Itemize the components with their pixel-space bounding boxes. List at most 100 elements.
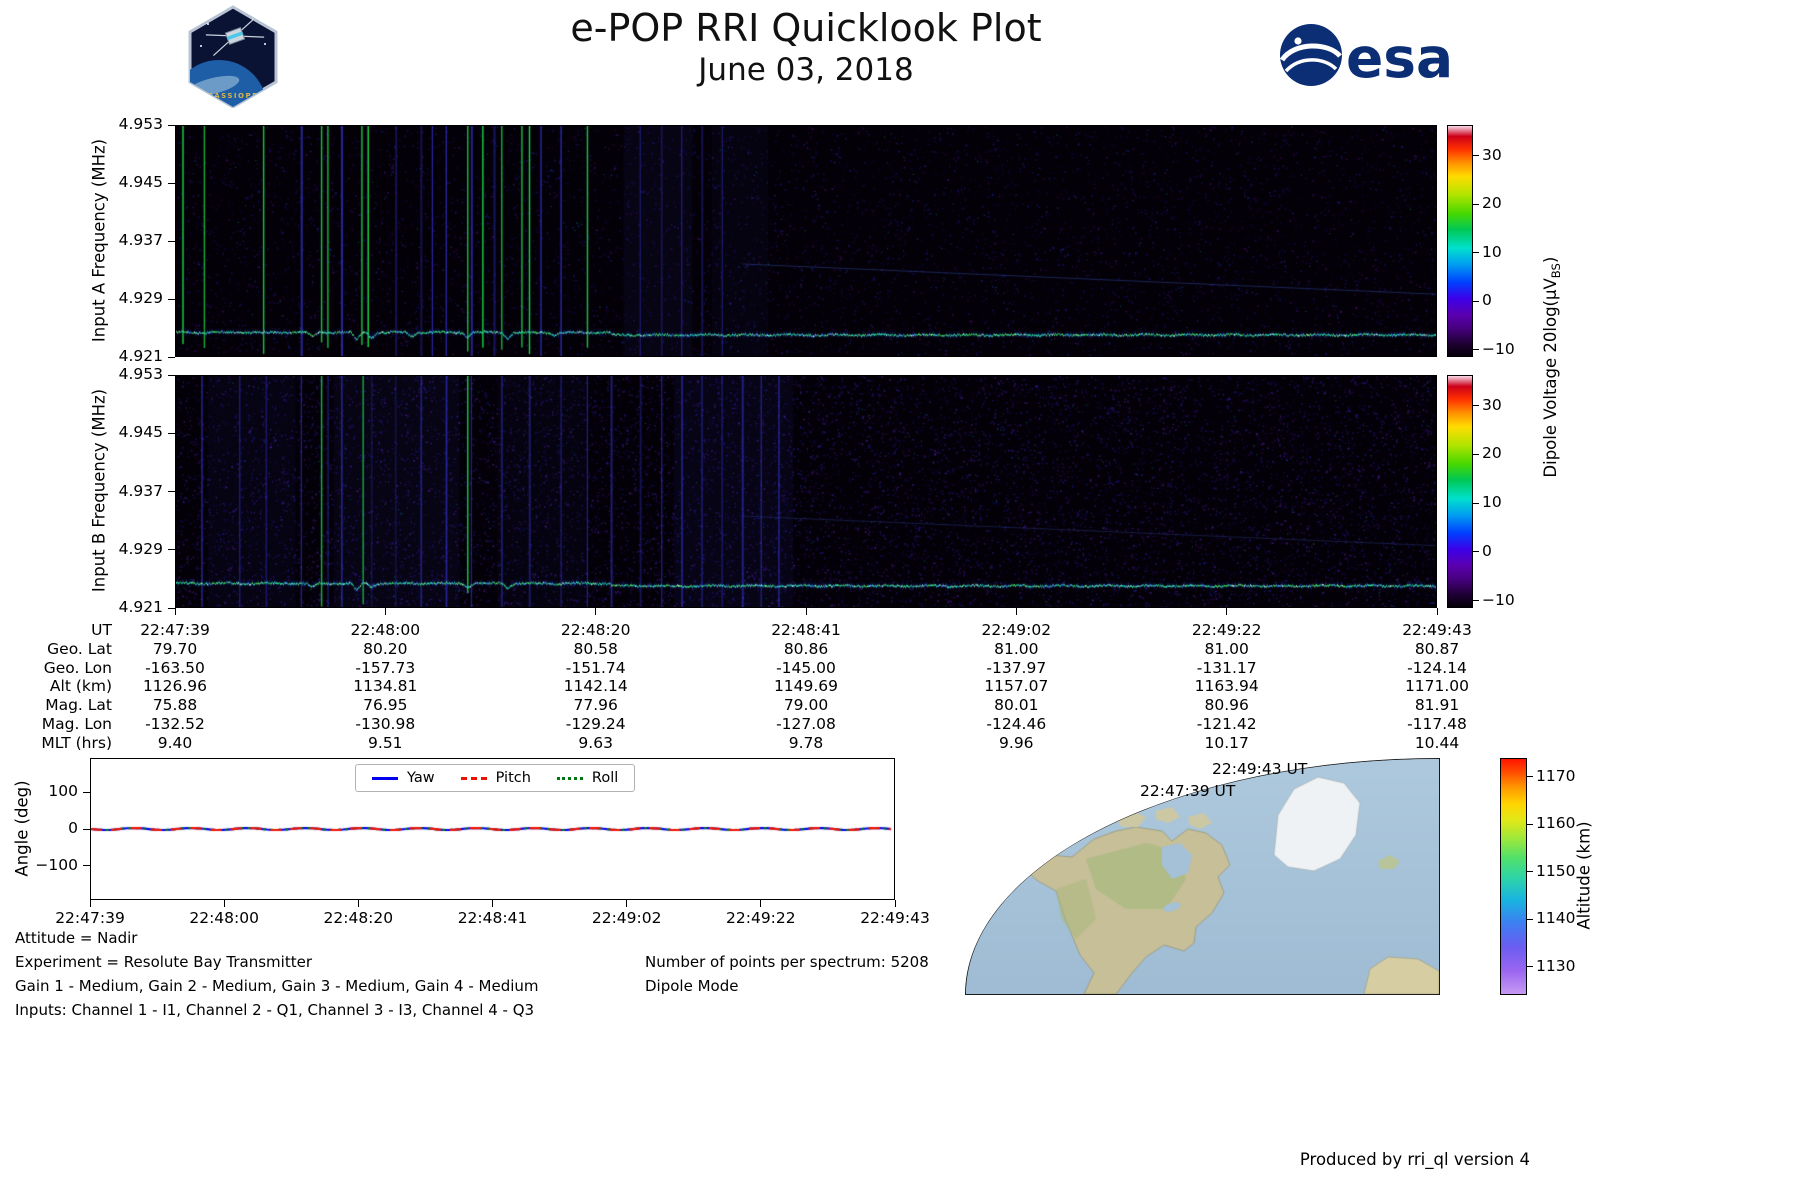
y-tick-mark [83,865,90,867]
ephemeris-column: 22:48:20 80.58 -151.74 1142.14 77.96 -129.24 9… [511,621,681,753]
esa-dot [1294,37,1302,45]
legend-label: Roll [591,770,619,786]
colorbar-tick-label: −10 [1482,339,1515,358]
colorbar-tick-label: 10 [1482,242,1502,261]
ephemeris-value: 79.70 [152,639,198,658]
legend-label: Yaw [407,770,435,786]
ephemeris-value: -137.97 [986,658,1047,677]
x-tick-mark [626,900,628,907]
ephemeris-value: 22:48:41 [771,621,841,639]
y-tick-mark [168,549,175,551]
colorbar-tick-label: 0 [1482,541,1492,560]
x-tick-mark [384,608,386,615]
colorbar-tick-label: −10 [1482,590,1515,609]
dipole-colorbar-b [1447,375,1473,608]
ephemeris-value: 10.17 [1204,733,1249,752]
ephemeris-value: 79.00 [783,696,829,715]
dipole-colorbar-a [1447,125,1473,357]
colorbar-tick-label: 30 [1482,145,1502,164]
y-tick-label: −100 [35,855,78,874]
ephemeris-value: 81.00 [1204,639,1249,658]
x-tick-label: 22:48:41 [457,909,528,927]
dipole-mode-note: Dipole Mode [645,977,739,995]
ephemeris-value: 9.51 [368,733,403,752]
ephemeris-value: 9.96 [999,733,1034,752]
ephemeris-value: 1163.94 [1194,677,1259,696]
colorbar-tick-mark [1473,600,1479,602]
ephemeris-value: 80.86 [783,639,829,658]
colorbar-tick-mark [1473,252,1479,254]
ephemeris-value: -124.14 [1407,658,1467,677]
ephemeris-value: 80.58 [573,639,618,658]
attitude-note: Attitude = Nadir [15,929,138,947]
ephemeris-value: 9.78 [788,733,824,752]
legend-label: Pitch [495,770,531,786]
colorbar-tick-mark [1473,551,1479,553]
x-tick-mark [174,608,176,615]
ephemeris-row-label: Geo. Lon [43,658,112,677]
dipole-colorbar-label-sub: BS [1549,263,1564,279]
y-tick-mark [83,828,90,830]
ground-track-map [965,758,1440,995]
points-per-spectrum-note: Number of points per spectrum: 5208 [645,953,929,971]
colorbar-tick-label: 30 [1482,395,1502,414]
ephemeris-value: 80.01 [994,696,1039,715]
ephemeris-column: 22:48:00 80.20 -157.73 1134.81 76.95 -130.98 9… [300,621,470,753]
y-tick-label: 0 [68,819,78,837]
altitude-colorbar [1500,758,1527,995]
ephemeris-value: 1142.14 [563,677,628,696]
x-tick-mark [760,900,762,907]
cassiope-mission-patch: CASSIOPE [188,5,278,108]
y-tick-label: 4.929 [118,289,163,307]
inputs-note: Inputs: Channel 1 - I1, Channel 2 - Q1, … [15,1001,535,1019]
y-tick-mark [168,491,175,492]
x-tick-label: 22:47:39 [55,909,125,927]
ephemeris-row-label: Geo. Lat [47,639,112,658]
ephemeris-value: -131.17 [1196,658,1257,677]
ephemeris-column: 22:49:43 80.87 -124.14 1171.00 81.91 -117.48 1… [1352,621,1522,753]
angle-legend: Yaw Pitch Roll [355,764,636,792]
x-tick-mark [595,608,597,615]
ephemeris-value: 80.87 [1414,639,1460,658]
y-tick-label: 4.953 [118,115,163,133]
x-tick-mark [894,900,896,907]
ephemeris-value: 10.44 [1414,733,1460,752]
legend-line-sample [460,776,487,780]
ephemeris-value: 22:49:43 [1402,621,1472,639]
y-tick-label: 4.937 [118,231,163,249]
ephemeris-column: 22:48:41 80.86 -145.00 1149.69 79.00 -127.08 9… [721,621,891,753]
ephemeris-value: 22:47:39 [140,621,210,639]
colorbar-tick-label: 1160 [1536,814,1576,833]
page-subtitle: June 03, 2018 [698,52,914,88]
esa-logo: esa [1279,24,1453,90]
ephemeris-value: -130.98 [355,714,416,733]
legend-item-yaw: Yaw [372,770,435,786]
ephemeris-value: 75.88 [152,696,198,715]
y-tick-label: 4.929 [118,539,163,558]
experiment-note: Experiment = Resolute Bay Transmitter [15,953,312,971]
ephemeris-value: 22:49:22 [1191,621,1262,639]
ephemeris-value: -117.48 [1407,714,1467,733]
legend-line-sample [556,776,583,780]
ephemeris-value: 9.63 [578,733,613,752]
input-a-spectrogram-canvas [176,126,1436,356]
ephemeris-value: 22:48:20 [560,621,631,639]
y-tick-label: 4.921 [118,598,163,616]
colorbar-tick-label: 1170 [1536,766,1576,785]
y-tick-label: 4.953 [118,365,163,383]
y-tick-mark [168,356,175,358]
ephemeris-value: 76.95 [363,696,408,715]
y-tick-mark [168,240,175,242]
ephemeris-value: -163.50 [145,658,205,677]
colorbar-tick-mark [1527,823,1533,825]
ephemeris-value: 1126.96 [142,677,208,696]
ephemeris-column: 22:49:02 81.00 -137.97 1157.07 80.01 -124.46 9… [931,621,1101,753]
x-tick-mark [805,608,807,615]
ephemeris-value: 1157.07 [984,677,1049,696]
patch-mission-name: CASSIOPE [208,92,259,100]
x-tick-label: 22:48:20 [323,909,394,927]
ephemeris-value: -129.24 [565,714,626,733]
produced-by-note: Produced by rri_ql version 4 [1299,1150,1530,1169]
y-tick-mark [168,298,175,300]
colorbar-tick-mark [1473,155,1479,157]
